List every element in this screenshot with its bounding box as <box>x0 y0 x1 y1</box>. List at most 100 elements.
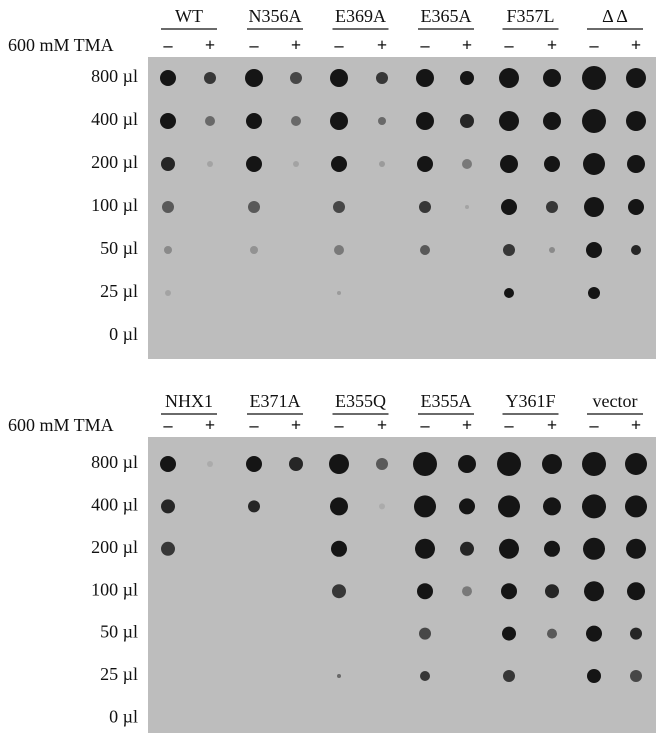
sign-label: + <box>377 415 387 435</box>
dot <box>204 72 216 84</box>
dot <box>543 69 561 87</box>
sign-label: + <box>547 35 557 55</box>
dot <box>246 456 262 472</box>
dot <box>627 582 645 601</box>
dot <box>246 156 262 172</box>
dot <box>379 503 385 510</box>
sign-label: – <box>504 35 515 55</box>
sign-label: + <box>291 35 301 55</box>
dot <box>582 66 606 90</box>
dot <box>544 540 560 557</box>
dot <box>413 452 437 476</box>
dot <box>416 69 434 87</box>
dot <box>543 112 561 130</box>
dot <box>334 245 344 255</box>
sign-label: + <box>205 35 215 55</box>
dot <box>420 245 430 255</box>
dot <box>582 494 606 519</box>
dot <box>332 584 346 599</box>
dot <box>415 538 435 559</box>
sign-label: + <box>547 415 557 435</box>
dot <box>160 456 176 472</box>
treatment-label: 600 mM TMA <box>8 415 114 435</box>
dot <box>542 454 562 474</box>
strain-label: NHX1 <box>165 391 213 411</box>
dot <box>631 245 641 255</box>
dot <box>499 68 519 88</box>
dot <box>501 583 517 600</box>
dot <box>549 247 555 253</box>
dot <box>161 499 175 514</box>
dot <box>250 246 258 254</box>
dot <box>501 199 517 215</box>
sign-label: + <box>205 415 215 435</box>
dot <box>330 497 348 516</box>
dot <box>376 72 388 84</box>
dot <box>587 669 601 683</box>
sign-label: + <box>291 415 301 435</box>
strain-label: E371A <box>250 391 301 411</box>
dot <box>502 626 516 641</box>
strain-label: vector <box>593 391 638 411</box>
dot <box>379 161 385 167</box>
sign-label: – <box>504 415 515 435</box>
row-label: 100 µl <box>91 579 138 599</box>
sign-label: + <box>462 415 472 435</box>
row-label: 200 µl <box>91 537 138 557</box>
row-label: 800 µl <box>91 452 138 472</box>
row-label: 25 µl <box>100 281 138 301</box>
dot <box>626 111 646 131</box>
row-label: 400 µl <box>91 495 138 515</box>
dot <box>248 500 260 513</box>
dot <box>588 287 600 299</box>
dot <box>503 244 515 256</box>
dot <box>504 288 514 298</box>
treatment-label: 600 mM TMA <box>8 35 114 55</box>
plate-1 <box>148 57 656 359</box>
dot <box>245 69 263 87</box>
dot <box>417 156 433 172</box>
dot <box>584 197 604 217</box>
dot <box>458 455 476 473</box>
sign-label: – <box>249 415 260 435</box>
sign-label: + <box>631 35 641 55</box>
sign-label: – <box>334 415 345 435</box>
dot <box>207 161 213 167</box>
dot <box>498 495 520 518</box>
dot <box>330 69 348 87</box>
sign-label: – <box>420 35 431 55</box>
dot <box>164 246 172 254</box>
dot <box>545 584 559 599</box>
strain-label: WT <box>175 6 203 26</box>
dot <box>248 201 260 213</box>
sign-label: – <box>589 415 600 435</box>
row-label: 400 µl <box>91 109 138 129</box>
strain-label: E365A <box>421 6 472 26</box>
dot <box>544 156 560 172</box>
dot <box>626 538 646 559</box>
dot <box>460 71 474 85</box>
dot <box>500 155 518 173</box>
dot <box>160 113 176 129</box>
row-label: 50 µl <box>100 238 138 258</box>
dot <box>499 538 519 559</box>
dot <box>584 581 604 602</box>
dot <box>337 291 341 295</box>
dot <box>583 537 605 560</box>
dot <box>628 199 644 215</box>
sign-label: – <box>163 415 174 435</box>
dot <box>333 201 345 213</box>
dot <box>462 586 472 597</box>
plate-2 <box>148 437 656 733</box>
sign-label: – <box>334 35 345 55</box>
sign-label: – <box>249 35 260 55</box>
strain-label: Y361F <box>505 391 555 411</box>
sign-label: + <box>462 35 472 55</box>
strain-label: F357L <box>506 6 554 26</box>
strain-label: Δ Δ <box>602 6 628 26</box>
dot <box>625 495 647 518</box>
dot <box>583 153 605 175</box>
dot <box>626 68 646 88</box>
dot <box>331 540 347 557</box>
